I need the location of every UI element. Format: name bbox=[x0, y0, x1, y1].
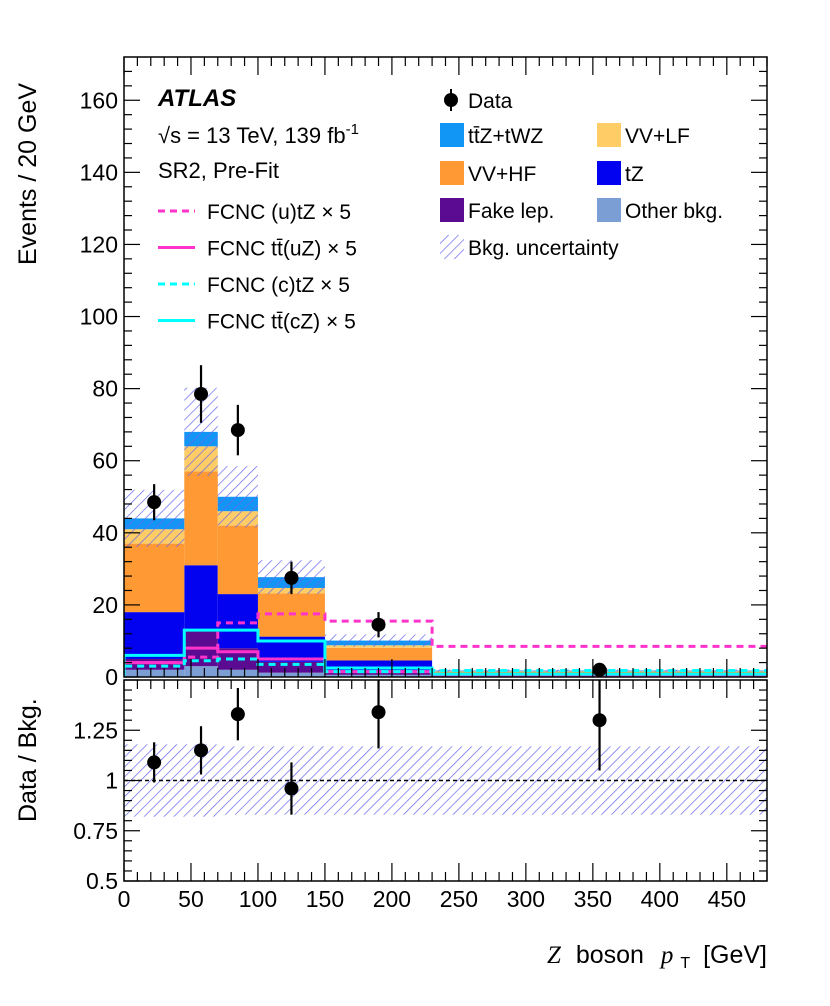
ratio-ylabel: Data / Bkg. bbox=[14, 698, 42, 822]
legend: FCNC (u)tZ × 5 FCNC tt̄(uZ) × 5 FCNC (c)tZ… bbox=[158, 89, 723, 334]
legend-swatch-5 bbox=[440, 198, 464, 222]
ratio-point-3 bbox=[284, 781, 299, 796]
ratio-xtick-label: 450 bbox=[708, 886, 746, 912]
bar-vv-hf-1 bbox=[184, 471, 218, 566]
ratio-xtick-label: 0 bbox=[118, 886, 131, 912]
ratio-ytick-label: 1.25 bbox=[73, 717, 118, 743]
legend-swatch-4 bbox=[597, 161, 621, 185]
bar-other-bkg--3 bbox=[257, 672, 325, 677]
legend-label-5: Fake lep. bbox=[468, 200, 554, 223]
ratio-ytick-label: 1 bbox=[105, 768, 118, 794]
bar-other-bkg--1 bbox=[184, 666, 218, 677]
energy-label: √s = 13 TeV, 139 fb-1 bbox=[158, 121, 359, 148]
data-point-5 bbox=[592, 662, 607, 677]
main-ytick-label: 160 bbox=[80, 87, 118, 113]
bar-vv-hf-4 bbox=[324, 647, 433, 661]
bar-tz-1 bbox=[184, 565, 218, 631]
main-frame bbox=[123, 56, 768, 678]
bar-tz-2 bbox=[217, 594, 258, 649]
bar-fake-lep--0 bbox=[124, 658, 185, 670]
ratio-ytick-label: 0.5 bbox=[86, 868, 118, 894]
ratio-xtick-label: 250 bbox=[440, 886, 478, 912]
uncertainty-band-2 bbox=[217, 466, 258, 528]
legend-swatch-1 bbox=[440, 123, 464, 147]
ratio-point-2 bbox=[230, 707, 245, 722]
xaxis-title: Z boson p T [GeV] bbox=[547, 941, 767, 974]
data-point-2 bbox=[230, 423, 245, 438]
ratio-point-1 bbox=[194, 743, 209, 758]
main-ytick-label: 20 bbox=[92, 592, 118, 618]
ratio-point-5 bbox=[592, 713, 607, 728]
atlas-label: ATLAS bbox=[157, 85, 236, 112]
bar-vv-hf-0 bbox=[124, 543, 185, 613]
data-point-1 bbox=[194, 387, 209, 402]
ratio-point-0 bbox=[147, 755, 162, 770]
ratio-xtick-label: 50 bbox=[178, 886, 204, 912]
main-ytick-label: 80 bbox=[92, 376, 118, 402]
bar-tz-0 bbox=[124, 612, 185, 659]
data-point-0 bbox=[147, 495, 162, 510]
bar-fake-lep--3 bbox=[257, 661, 325, 673]
ratio-xtick-label: 350 bbox=[574, 886, 612, 912]
main-ytick-label: 100 bbox=[80, 304, 118, 330]
data-point-3 bbox=[284, 570, 299, 585]
main-ytick-label: 120 bbox=[80, 231, 118, 257]
legend-signal-label-2: FCNC (c)tZ × 5 bbox=[207, 274, 350, 297]
data-point-4 bbox=[371, 617, 386, 632]
main-ytick-label: 60 bbox=[92, 448, 118, 474]
legend-swatch-3 bbox=[440, 161, 464, 185]
main-ytick-label: 40 bbox=[92, 520, 118, 546]
ratio-ytick-label: 0.75 bbox=[73, 818, 118, 844]
legend-label-6: Other bkg. bbox=[625, 200, 723, 223]
legend-label-0: Data bbox=[468, 90, 513, 113]
legend-label-4: tZ bbox=[625, 163, 644, 186]
legend-signal-label-3: FCNC tt̄(cZ) × 5 bbox=[207, 311, 356, 334]
legend-signal-label-1: FCNC tt̄(uZ) × 5 bbox=[207, 238, 357, 261]
ratio-xtick-label: 150 bbox=[306, 886, 344, 912]
main-ytick-label: 140 bbox=[80, 159, 118, 185]
main-ytick-label: 0 bbox=[105, 664, 118, 690]
bar-fake-lep--2 bbox=[217, 648, 258, 670]
region-label: SR2, Pre-Fit bbox=[158, 158, 279, 183]
bar-vv-hf-2 bbox=[217, 525, 258, 595]
legend-hatch-swatch bbox=[440, 235, 464, 259]
legend-swatch-6 bbox=[597, 198, 621, 222]
ratio-xtick-label: 300 bbox=[507, 886, 545, 912]
uncertainty-band-4 bbox=[324, 634, 433, 647]
legend-label-2: VV+LF bbox=[625, 125, 690, 148]
legend-label-3: VV+HF bbox=[468, 163, 536, 186]
legend-label-7: Bkg. uncertainty bbox=[468, 237, 619, 260]
ratio-frame bbox=[123, 679, 768, 882]
ratio-point-4 bbox=[371, 705, 386, 720]
bar-other-bkg--0 bbox=[124, 669, 185, 677]
bar-other-bkg--2 bbox=[217, 669, 258, 677]
ratio-xtick-label: 200 bbox=[373, 886, 411, 912]
legend-data-marker bbox=[444, 93, 458, 107]
ratio-xtick-label: 100 bbox=[239, 886, 277, 912]
main-ylabel: Events / 20 GeV bbox=[14, 83, 42, 265]
legend-swatch-2 bbox=[597, 123, 621, 147]
legend-signal-label-0: FCNC (u)tZ × 5 bbox=[207, 201, 351, 224]
bar-tz-4 bbox=[324, 660, 433, 672]
main-plot: 0 20 40 60 80 100 120 140 160 Events / 20 GeV bbox=[14, 56, 768, 690]
ratio-plot: 0.5 0.75 1 1.25 0 50 100 150 200 250 300 350 400 450… bbox=[14, 679, 768, 912]
legend-label-1: tt̄Z+tWZ bbox=[468, 125, 543, 148]
ratio-xtick-label: 400 bbox=[641, 886, 679, 912]
